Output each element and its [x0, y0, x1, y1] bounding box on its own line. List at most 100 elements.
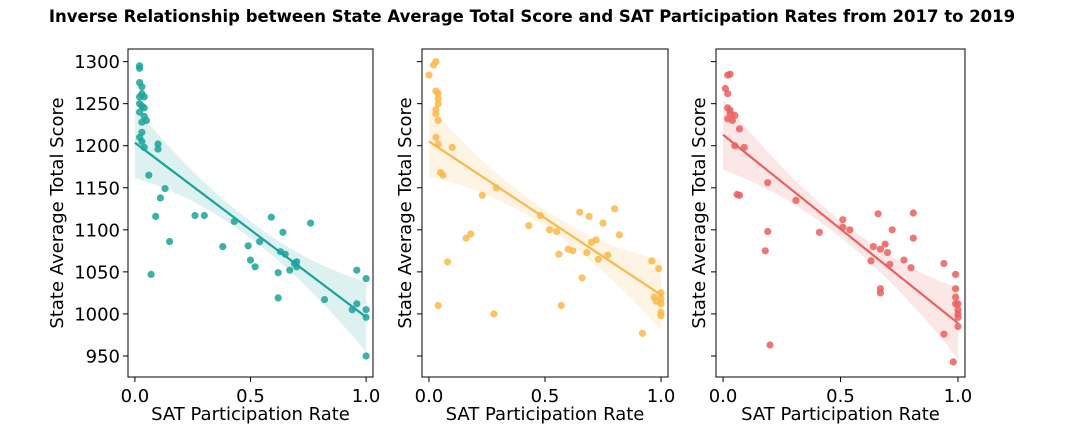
- y-tick-label: 1000: [74, 304, 120, 325]
- data-point: [761, 247, 769, 255]
- x-tick-label: 0.0: [709, 386, 738, 407]
- data-point: [154, 140, 162, 148]
- data-point: [267, 213, 275, 221]
- data-point: [569, 247, 577, 255]
- axes-frame: [715, 48, 966, 378]
- data-point: [546, 226, 554, 234]
- data-point: [152, 212, 160, 220]
- data-point: [246, 256, 255, 264]
- data-point: [869, 243, 878, 251]
- data-point: [462, 234, 470, 242]
- data-point: [353, 266, 361, 274]
- data-point: [735, 191, 744, 199]
- data-point: [900, 256, 908, 264]
- x-tick-label: 1.0: [944, 386, 973, 407]
- data-point: [585, 212, 593, 220]
- y-tick-label: 1150: [74, 178, 120, 199]
- data-point: [136, 108, 144, 116]
- axes-frame: [127, 48, 374, 378]
- data-point: [724, 90, 732, 98]
- data-point: [594, 255, 603, 263]
- data-point: [553, 227, 561, 236]
- y-tick-label: 1100: [74, 220, 120, 241]
- data-point: [448, 143, 456, 151]
- data-point: [138, 118, 146, 126]
- data-point: [657, 295, 665, 303]
- data-point: [434, 95, 442, 103]
- data-point: [909, 234, 917, 242]
- data-point: [876, 245, 885, 253]
- data-point: [578, 274, 586, 282]
- data-point: [244, 242, 252, 250]
- panel-1: 0.0 0.5 1.0 950 1000 1050 1100 1150 1200 1250 1300…: [47, 48, 380, 425]
- x-axis-label: SAT Participation Rate: [151, 404, 350, 425]
- data-point: [434, 116, 442, 125]
- data-point: [583, 248, 591, 257]
- data-point: [940, 330, 948, 338]
- data-point: [728, 116, 737, 125]
- y-axis-label: State Average Total Score: [47, 97, 68, 328]
- regression-line: [134, 141, 367, 318]
- data-point: [954, 313, 962, 321]
- data-point: [434, 90, 442, 98]
- regression-line: [722, 133, 959, 325]
- data-point: [907, 264, 915, 272]
- regression-line: [428, 140, 662, 296]
- data-point: [876, 289, 885, 297]
- data-point: [362, 275, 370, 283]
- data-point: [909, 209, 917, 217]
- data-point: [439, 171, 447, 179]
- y-tick-label: 1250: [74, 94, 120, 115]
- data-point: [792, 196, 800, 204]
- x-tick-label: 1.0: [647, 386, 676, 407]
- y-tick-label: 950: [86, 346, 120, 367]
- data-point: [576, 208, 584, 216]
- data-point: [611, 205, 619, 213]
- data-point: [443, 258, 452, 266]
- data-point: [815, 228, 824, 236]
- y-tick-label: 1200: [74, 136, 120, 157]
- data-point: [161, 185, 169, 193]
- data-point: [307, 219, 315, 227]
- data-point: [147, 270, 155, 278]
- data-point: [432, 133, 440, 141]
- data-point: [251, 263, 259, 271]
- data-point: [425, 71, 433, 79]
- data-point: [604, 251, 612, 259]
- data-point: [353, 300, 361, 308]
- data-point: [735, 125, 744, 133]
- data-point: [638, 329, 647, 337]
- data-point: [940, 259, 948, 268]
- data-point: [949, 358, 957, 366]
- data-point: [490, 310, 498, 318]
- data-point: [615, 231, 623, 239]
- data-point: [874, 210, 882, 218]
- data-point: [764, 227, 772, 236]
- data-point: [648, 257, 656, 265]
- data-point: [883, 248, 892, 257]
- data-point: [138, 137, 146, 146]
- data-point: [467, 230, 475, 238]
- panels: 0.0 0.5 1.0 950 1000 1050 1100 1150 1200 1250 1300…: [47, 48, 973, 425]
- chart-title: Inverse Relationship between State Avera…: [49, 7, 1015, 26]
- y-axis-label: State Average Total Score: [395, 97, 416, 328]
- data-point: [478, 191, 486, 199]
- data-point: [156, 194, 164, 202]
- data-point: [166, 238, 174, 246]
- data-point: [136, 64, 144, 72]
- data-point: [154, 145, 162, 153]
- data-point: [432, 110, 440, 118]
- data-point: [557, 301, 565, 310]
- data-point: [952, 285, 960, 293]
- data-point: [839, 216, 847, 224]
- data-point: [657, 300, 665, 308]
- data-point: [362, 352, 370, 360]
- data-point: [952, 300, 960, 308]
- x-tick-label: 0.5: [531, 386, 560, 407]
- data-point: [655, 264, 663, 273]
- x-tick-label: 0.5: [826, 386, 855, 407]
- y-tick-label: 1300: [74, 52, 120, 73]
